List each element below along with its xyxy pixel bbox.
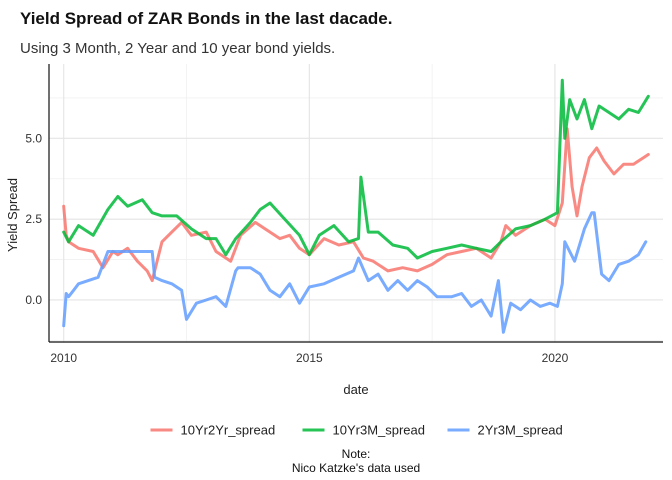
x-tick-label: 2015 — [296, 351, 323, 365]
legend-label-10Yr3M_spread: 10Yr3M_spread — [333, 423, 426, 438]
x-tick-label: 2010 — [50, 351, 77, 365]
legend-label-2Yr3M_spread: 2Yr3M_spread — [478, 423, 563, 438]
caption-note: Note: — [342, 447, 371, 461]
y-tick-label: 0.0 — [25, 293, 42, 307]
y-tick-label: 5.0 — [25, 131, 42, 145]
series-line-2Yr3M_spread — [62, 211, 648, 334]
y-axis-label: Yield Spread — [5, 178, 20, 252]
series-line-10Yr3M_spread — [62, 78, 650, 260]
chart-title: Yield Spread of ZAR Bonds in the last da… — [20, 9, 393, 28]
tick-labels: 2010 2015 2020 0.0 2.5 5.0 — [25, 131, 568, 365]
legend: 10Yr2Yr_spread 10Yr3M_spread 2Yr3M_spread — [150, 423, 563, 438]
series-line-10Yr2Yr_spread — [62, 127, 650, 283]
chart-subtitle: Using 3 Month, 2 Year and 10 year bond y… — [20, 40, 335, 57]
y-tick-label: 2.5 — [25, 212, 42, 226]
x-axis-label: date — [343, 382, 368, 397]
caption-source: Nico Katzke's data used — [292, 461, 420, 475]
legend-label-10Yr2Yr_spread: 10Yr2Yr_spread — [181, 423, 276, 438]
series-lines — [62, 78, 650, 334]
x-tick-label: 2020 — [542, 351, 569, 365]
